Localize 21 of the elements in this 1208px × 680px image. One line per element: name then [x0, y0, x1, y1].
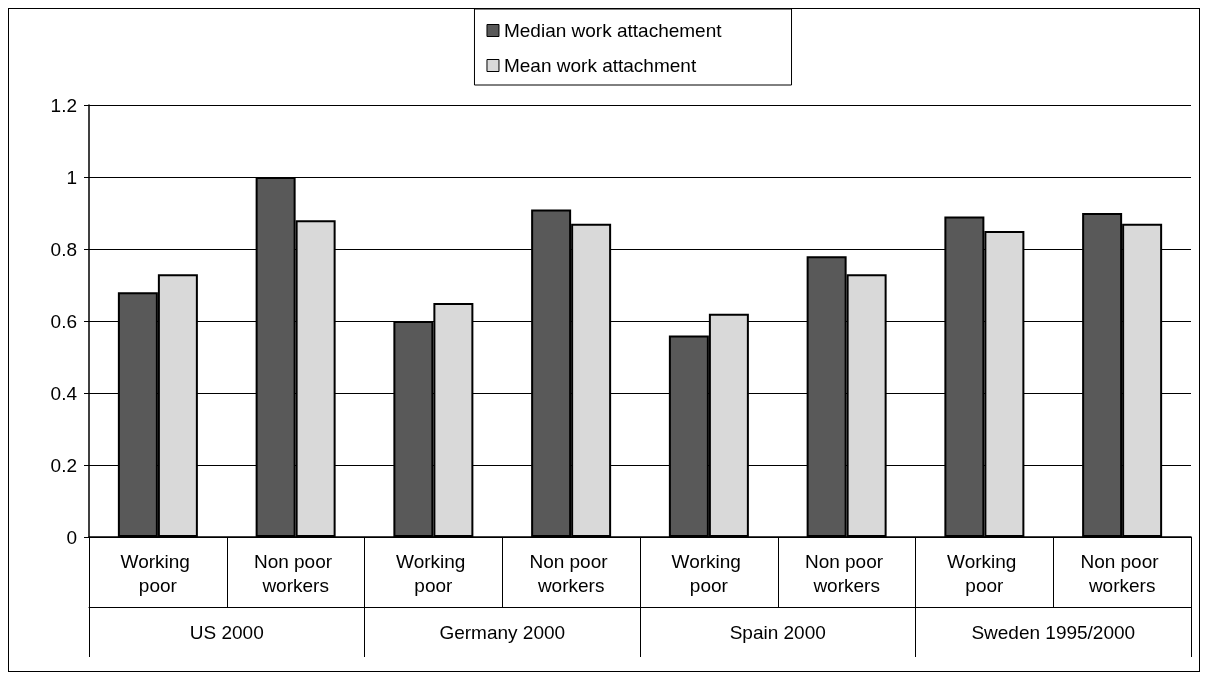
y-tick-label: 0.6	[50, 310, 77, 332]
x-tick-label: Non poor workers	[253, 550, 338, 596]
x-tick-label: Non poor workers	[804, 550, 889, 596]
text: Spain 2000	[729, 622, 826, 643]
y-tick-label: 0.8	[50, 238, 77, 260]
x-tick-label: Working poor	[120, 550, 196, 596]
x-tick-label: Non poor workers	[529, 550, 613, 596]
legend-label: Median work attachement	[503, 20, 723, 41]
x-tick-label: Working poor	[671, 550, 747, 596]
y-tick-label: 0.4	[50, 382, 78, 404]
y-tick-label: 1.2	[50, 94, 77, 116]
x-tick-label: Working poor	[396, 550, 471, 596]
y-tick-label: 0	[66, 526, 77, 548]
x-tick-label: Working poor	[947, 550, 1022, 596]
text: Sweden 1995/2000	[971, 622, 1136, 643]
x-tick-label: Non poor workers	[1080, 550, 1164, 596]
y-tick-label: 1	[66, 166, 77, 188]
text: US 2000	[189, 622, 264, 643]
text: Germany 2000	[439, 622, 566, 643]
legend-label: Mean work attachment	[503, 55, 697, 76]
y-tick-label: 0.2	[50, 454, 77, 476]
